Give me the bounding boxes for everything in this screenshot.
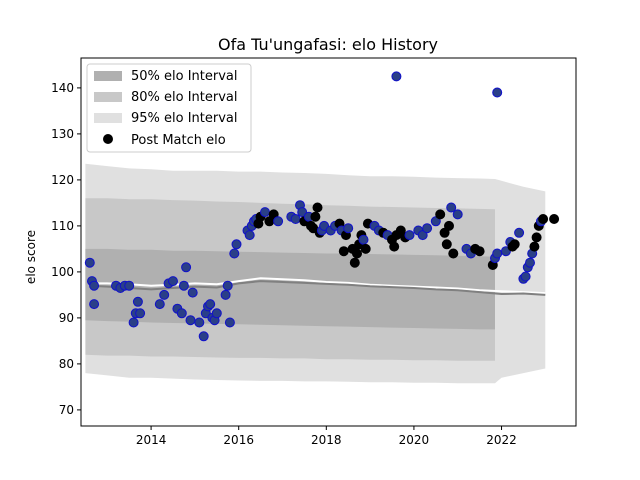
post-match-point xyxy=(260,207,270,218)
post-match-point xyxy=(343,223,354,234)
post-match-point xyxy=(154,299,165,310)
post-match-point xyxy=(178,280,189,291)
y-tick-label: 70 xyxy=(59,403,74,417)
x-tick-label: 2014 xyxy=(136,433,167,447)
post-match-point xyxy=(391,71,402,82)
post-match-point xyxy=(128,317,139,328)
post-match-point xyxy=(222,280,233,291)
plot-area xyxy=(84,71,560,384)
y-tick-label: 90 xyxy=(59,311,74,325)
legend: 50% elo Interval 80% elo Interval 95% el… xyxy=(86,63,252,153)
legend-label-post-match: Post Match elo xyxy=(131,133,226,148)
post-match-point xyxy=(89,299,100,310)
post-match-point xyxy=(198,331,209,342)
y-tick-label: 110 xyxy=(51,219,74,233)
post-match-point xyxy=(444,220,454,231)
post-match-point xyxy=(435,209,446,220)
post-match-point xyxy=(231,239,242,250)
post-match-point xyxy=(187,287,198,298)
post-match-point xyxy=(89,280,100,291)
post-match-point xyxy=(525,257,535,268)
post-match-point xyxy=(404,230,415,241)
y-axis-label: elo score xyxy=(24,230,38,284)
post-match-point xyxy=(358,234,369,245)
x-tick-label: 2020 xyxy=(399,433,430,447)
post-match-point xyxy=(211,308,222,319)
post-match-point xyxy=(422,223,433,234)
post-match-point xyxy=(159,289,170,300)
post-match-point xyxy=(549,214,560,224)
post-match-point xyxy=(529,241,540,252)
post-match-point xyxy=(124,280,135,291)
y-tick-label: 80 xyxy=(59,357,74,371)
post-match-point xyxy=(224,317,235,328)
post-match-point xyxy=(389,241,400,252)
legend-swatch-80 xyxy=(94,92,122,102)
y-tick-label: 140 xyxy=(51,81,74,95)
post-match-point xyxy=(430,216,441,227)
post-match-point xyxy=(176,308,187,319)
post-match-point xyxy=(135,308,146,319)
post-match-point xyxy=(312,202,323,213)
post-match-point xyxy=(509,239,520,250)
post-match-point xyxy=(205,299,216,310)
post-match-point xyxy=(244,230,255,241)
y-tick-label: 130 xyxy=(51,127,74,141)
legend-frame xyxy=(86,63,252,153)
y-tick-label: 120 xyxy=(51,173,74,187)
post-match-point xyxy=(185,315,196,326)
post-match-point xyxy=(220,289,231,300)
post-match-point xyxy=(360,243,371,254)
post-match-point xyxy=(181,262,192,273)
post-match-point xyxy=(514,227,525,238)
chart-title: Ofa Tu'ungafasi: elo History xyxy=(218,35,438,54)
post-match-point xyxy=(492,87,503,98)
post-match-point xyxy=(352,248,362,259)
x-tick-label: 2022 xyxy=(486,433,517,447)
post-match-point xyxy=(520,271,531,282)
post-match-point xyxy=(84,257,95,268)
post-match-point xyxy=(474,246,485,257)
post-match-point xyxy=(531,232,542,243)
expected-elo-line-1 xyxy=(89,280,546,296)
legend-swatch-50 xyxy=(94,71,122,81)
post-match-point xyxy=(441,239,452,250)
legend-marker-post-match xyxy=(103,134,113,144)
post-match-point xyxy=(538,214,549,224)
post-match-point xyxy=(132,296,143,307)
post-match-point xyxy=(349,257,360,268)
post-match-point xyxy=(338,246,349,257)
post-match-point xyxy=(417,230,428,241)
post-match-point xyxy=(168,276,178,287)
legend-label-80: 80% elo Interval xyxy=(131,90,238,105)
post-match-point xyxy=(310,211,321,222)
post-match-point xyxy=(273,216,284,227)
post-match-point xyxy=(439,227,450,238)
legend-label-95: 95% elo Interval xyxy=(131,111,238,126)
post-match-point xyxy=(452,209,463,220)
plot-frame xyxy=(80,57,577,427)
post-match-point xyxy=(268,209,279,220)
x-tick-label: 2018 xyxy=(311,433,342,447)
post-match-point xyxy=(446,202,457,213)
post-match-point xyxy=(290,214,301,224)
y-tick-label: 100 xyxy=(51,265,74,279)
legend-swatch-95 xyxy=(94,113,122,123)
axes: 2014 2016 2018 2020 2022 70 80 90 100 110 120 130 14… xyxy=(51,57,577,447)
post-match-point xyxy=(229,248,240,259)
post-match-point xyxy=(492,248,503,259)
post-match-point xyxy=(194,317,205,328)
post-match-point xyxy=(448,248,459,259)
post-match-point xyxy=(395,225,406,236)
expected-elo-line-0 xyxy=(89,277,546,295)
x-tick-label: 2016 xyxy=(223,433,254,447)
legend-label-50: 50% elo Interval xyxy=(131,69,238,84)
